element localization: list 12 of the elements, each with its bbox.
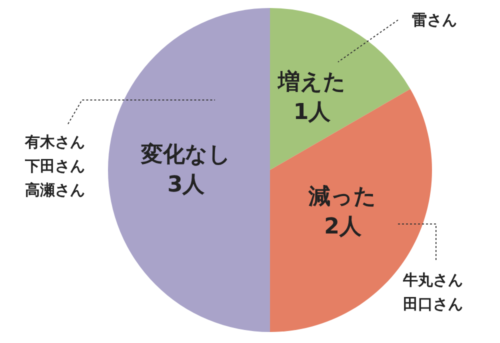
data-label: 3人 (167, 172, 206, 198)
data-label: 2人 (324, 214, 362, 240)
text: 田口さん (403, 294, 463, 315)
data-label: 1人 (293, 100, 332, 125)
text: 牛丸さん (403, 270, 463, 291)
slice-label: 変化なし (140, 142, 231, 168)
text: 高瀬さん (25, 180, 85, 201)
slice-label: 減った (308, 184, 377, 210)
text: 有木さん (25, 132, 85, 153)
slice-label: 増えた (277, 68, 346, 95)
text: 雷さん (412, 10, 457, 31)
text: 下田さん (25, 156, 85, 177)
